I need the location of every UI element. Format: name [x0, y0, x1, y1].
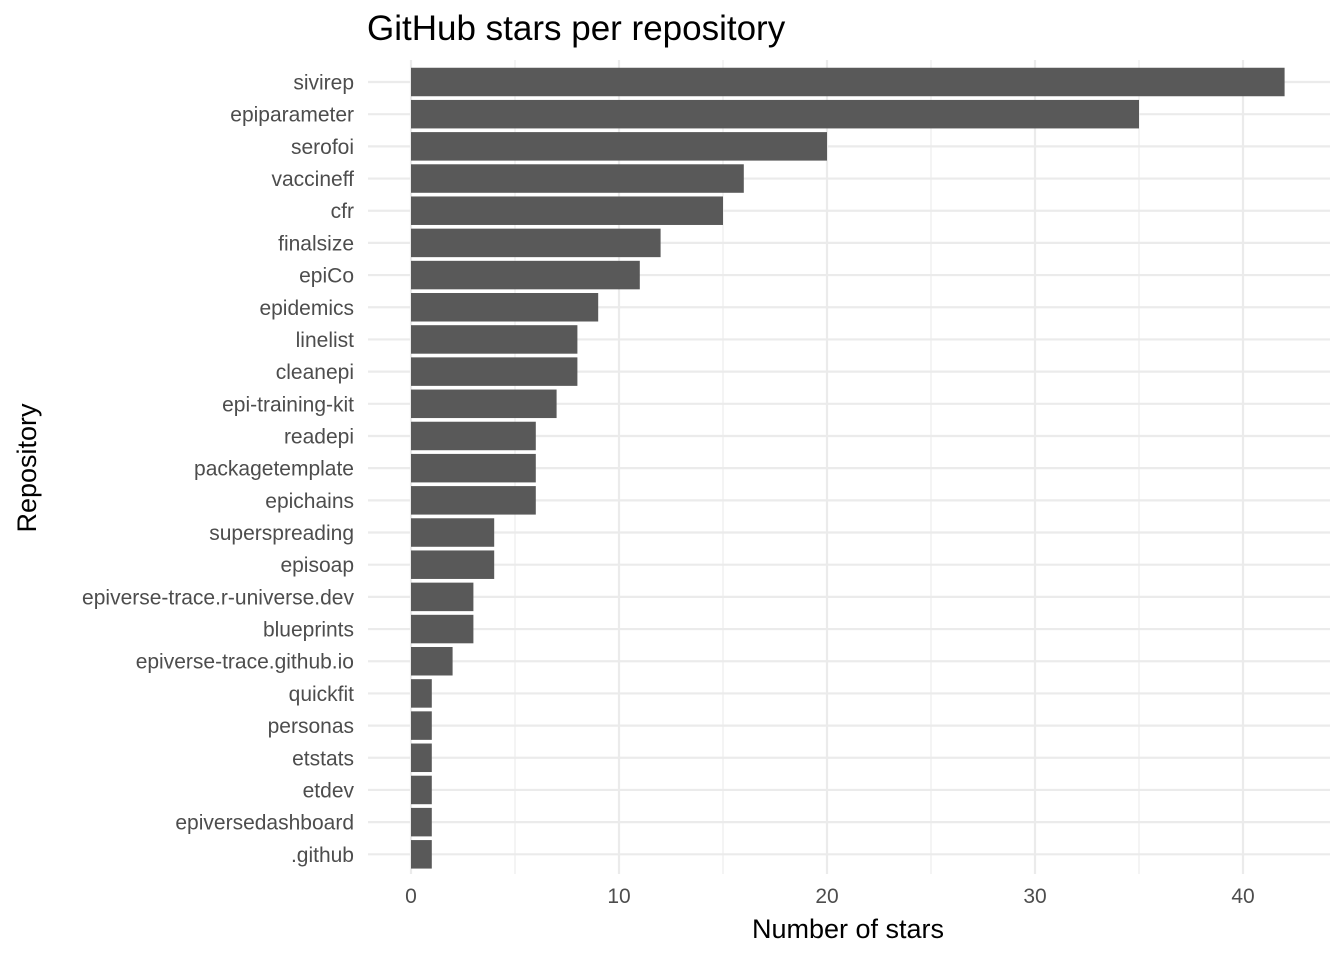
x-tick-label: 30 [1023, 885, 1046, 908]
bar [411, 196, 723, 225]
bar [411, 614, 474, 644]
bar [411, 293, 599, 322]
bar [411, 646, 453, 676]
bar [411, 840, 432, 869]
y-tick-label: sivirep [293, 72, 354, 95]
x-axis-title: Number of stars [752, 914, 944, 944]
y-tick-label: cfr [331, 200, 354, 223]
bar [411, 164, 744, 193]
y-tick-label: readepi [284, 425, 354, 448]
bar [411, 357, 578, 386]
bar [411, 582, 474, 612]
y-axis-title: Repository [12, 403, 42, 533]
bar [411, 99, 1139, 129]
y-tick-label: etdev [303, 779, 355, 802]
y-tick-label: epiverse-trace.github.io [136, 651, 354, 674]
y-tick-label: epiparameter [230, 104, 354, 127]
bar [411, 228, 661, 258]
bar [411, 743, 432, 773]
bar [411, 389, 557, 419]
bar [411, 67, 1285, 97]
y-tick-labels: sivirep epiparameter serofoi vaccineff cfr fi… [82, 72, 354, 867]
bar [411, 486, 536, 515]
bar [411, 325, 578, 354]
x-tick-label: 0 [405, 885, 417, 908]
bar [411, 132, 827, 161]
x-tick-labels: 0 10 20 30 40 [405, 885, 1255, 908]
y-tick-label: episoap [280, 554, 354, 577]
y-tick-label: quickfit [289, 683, 355, 706]
y-tick-label: epichains [265, 490, 354, 513]
y-tick-label: epi-training-kit [222, 393, 354, 416]
bar [411, 550, 495, 579]
x-tick-label: 40 [1231, 885, 1254, 908]
y-tick-label: epidemics [259, 297, 354, 320]
y-tick-label: epiversedashboard [175, 812, 354, 835]
bar [411, 421, 536, 451]
x-tick-label: 10 [607, 885, 630, 908]
y-tick-label: serofoi [291, 136, 354, 159]
bar [411, 518, 495, 547]
x-tick-label: 20 [815, 885, 838, 908]
bar [411, 679, 432, 708]
bars [411, 67, 1285, 869]
y-tick-label: superspreading [209, 522, 354, 545]
y-tick-label: blueprints [263, 619, 354, 642]
y-tick-label: epiCo [299, 265, 354, 288]
y-tick-label: epiverse-trace.r-universe.dev [82, 586, 354, 609]
y-tick-label: etstats [292, 747, 354, 770]
bar [411, 775, 432, 805]
bar [411, 711, 432, 740]
y-tick-label: finalsize [278, 232, 354, 255]
y-tick-label: vaccineff [272, 168, 355, 191]
y-tick-label: cleanepi [276, 361, 354, 384]
bar [411, 453, 536, 483]
chart-title: GitHub stars per repository [367, 9, 786, 48]
y-tick-label: packagetemplate [194, 458, 354, 481]
bar [411, 260, 640, 290]
bar [411, 807, 432, 837]
y-tick-label: .github [291, 844, 354, 867]
y-tick-label: personas [268, 715, 354, 738]
y-tick-label: linelist [296, 329, 355, 352]
